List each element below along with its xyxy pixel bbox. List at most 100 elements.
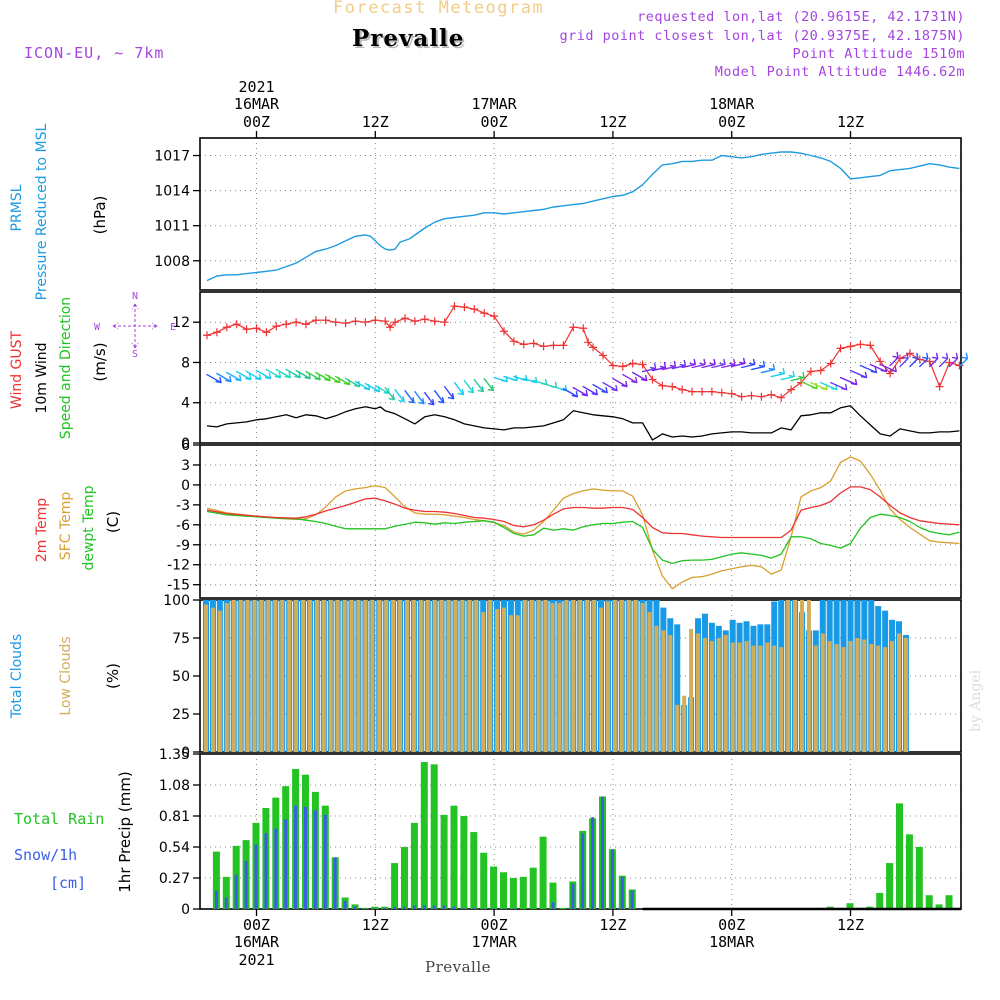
rain-bar [519,876,527,909]
low-clouds-bar [730,642,735,752]
low-clouds-bar [612,600,617,752]
wind-direction-arrow [582,385,598,396]
wind-direction-arrow [661,360,677,371]
rain-bar [212,851,220,909]
pressure-series-line [206,151,960,282]
low-clouds-bar [349,600,354,752]
low-clouds-bar [529,600,534,752]
wind-gust-marker [460,303,469,312]
rain-bar [915,847,923,909]
wind-gust-marker [648,375,657,384]
wind-gust-marker [608,361,617,370]
clouds-ytick-label: 25 [172,707,190,723]
low-clouds-bar [834,644,839,752]
wind-direction-arrow [671,359,686,370]
rain-bar [925,895,933,909]
wind-gust-marker [232,320,241,329]
low-clouds-bar [855,638,860,752]
wind-gust-marker [836,344,845,353]
bottom-time-label: 00Z [481,916,508,934]
precip-ytick-label: 0.27 [159,871,190,887]
snow-bar [462,907,466,909]
temperature-ytick-label: 3 [181,458,190,474]
snow-bar [591,817,595,909]
wind-gust-marker [386,323,395,332]
low-clouds-bar [696,633,701,752]
low-clouds-bar [474,600,479,752]
rain-bar [420,762,428,909]
wind-gust-marker [638,360,647,369]
wind-gust-marker [430,317,439,326]
low-clouds-bar [689,628,694,752]
wind-direction-arrow [711,358,726,369]
low-clouds-bar [799,600,804,752]
low-clouds-bar [806,600,811,752]
low-clouds-bar [398,600,403,752]
wind-direction-arrow [226,371,242,382]
wind-direction-arrow [562,387,579,398]
wind-gust-marker [767,390,776,399]
wind-direction-arrow [859,364,878,374]
wind-gust-marker [361,318,370,327]
low-clouds-bar [217,610,222,752]
wind-direction-arrow [236,370,252,381]
wind-direction-arrow [622,373,638,384]
wind-direction-arrow [265,368,282,379]
rain-bar [846,903,854,909]
low-clouds-bar [716,638,721,752]
low-clouds-bar [294,600,299,752]
wind-gust-marker [846,342,855,351]
low-clouds-bar [453,600,458,752]
low-clouds-bar [592,600,597,752]
wind-direction-arrow [651,361,667,372]
wind-gust-marker [212,328,221,337]
low-clouds-bar [564,600,569,752]
low-clouds-bar [585,600,590,752]
wind-direction-arrow [483,377,494,392]
low-clouds-bar [675,704,680,752]
dewpt-temp-label: dewpt Temp [81,485,97,570]
wind-direction-arrow [592,383,608,394]
temperature-ytick-label: -6 [176,518,190,534]
pressure-ytick-label: 1017 [154,149,190,165]
low-clouds-bar [481,612,486,752]
snow-bar [601,796,604,909]
wind-gust-marker [450,302,459,311]
top-time-label: 12Z [362,113,389,131]
wind-direction-arrow [295,369,311,380]
bottom-time-label: 12Z [362,916,389,934]
wind-direction-arrow [770,367,785,378]
low-clouds-bar [890,641,895,752]
wind-gust-marker [302,320,310,329]
bottom-time-label: 12Z [837,916,864,934]
low-clouds-bar [779,647,784,752]
wind-gust-marker [688,387,697,396]
snow-label: Snow/1h [14,846,77,864]
pressure-ytick-label: 1011 [154,219,190,235]
low-clouds-bar [446,600,451,752]
low-clouds-bar [508,615,513,752]
wind-gust-marker [242,325,251,334]
wind-gust-marker [401,314,409,323]
bottom-date-label: 18MAR [709,933,755,951]
wind-direction-arrow [849,369,868,379]
rain-bar [945,895,953,909]
wind-ytick-label: 8 [181,355,190,371]
wind-direction-arrow [394,388,405,403]
low-clouds-bar [605,601,610,752]
wind-gust-marker [252,324,261,333]
temperature-ytick-label: -3 [176,498,190,514]
pressure-panel-frame [199,137,962,291]
wind-gust-marker [420,315,429,324]
snow-bar [373,908,377,909]
wind-direction-arrow [641,362,657,373]
wind-gust-marker [509,337,518,346]
wind-gust-marker [351,317,360,326]
wind-gust-marker [717,388,726,397]
wind-gust-marker [826,359,835,368]
wind-gust-marker [658,381,667,390]
pressure-label-long: Pressure Reduced to MSL [34,123,50,300]
low-clouds-bar [273,600,278,752]
temperature-ytick-label: -12 [167,558,190,574]
